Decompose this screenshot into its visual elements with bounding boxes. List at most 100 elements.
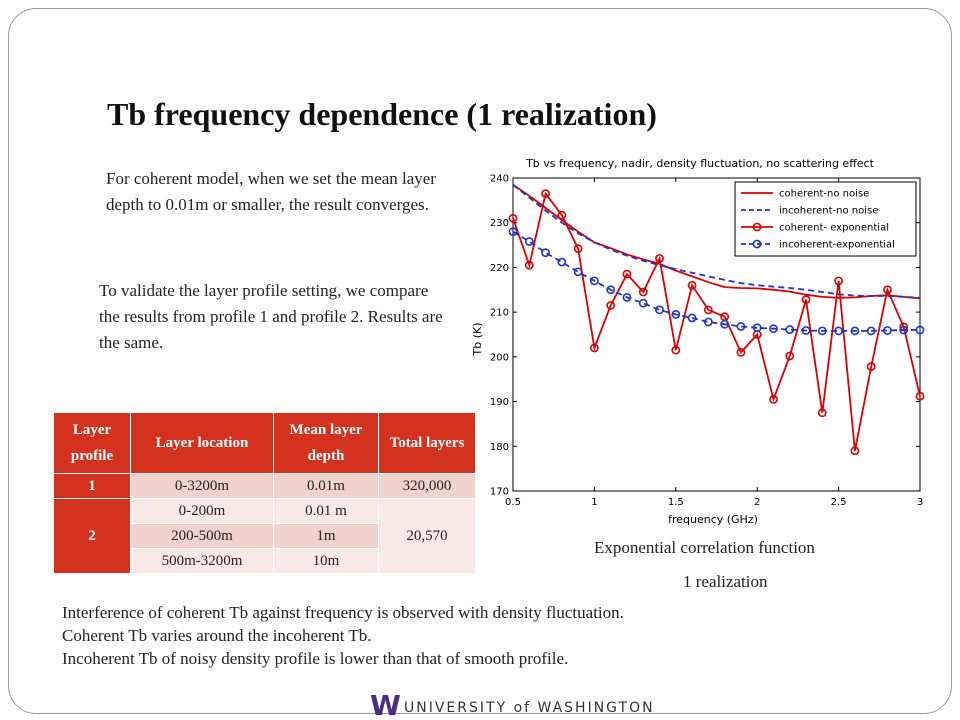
uw-wordmark: UNIVERSITY of WASHINGTON — [404, 700, 655, 716]
x-tick-label: 2 — [754, 497, 760, 508]
observations-block: Interference of coherent Tb against freq… — [62, 601, 624, 670]
paragraph-validation: To validate the layer profile setting, w… — [99, 281, 443, 352]
y-tick-label: 240 — [490, 174, 509, 185]
x-tick-label: 1 — [591, 497, 597, 508]
legend-label: coherent-no noise — [779, 189, 869, 200]
chart-caption-realization: 1 realization — [683, 572, 768, 591]
data-point — [606, 301, 616, 310]
location-cell: 0-200m — [130, 498, 274, 524]
slide-frame — [8, 8, 952, 714]
data-point — [769, 394, 778, 404]
data-point — [655, 254, 664, 263]
data-point — [687, 313, 697, 323]
series-line-2 — [512, 191, 921, 451]
layers-cell: 320,000 — [378, 473, 476, 499]
data-point — [671, 309, 681, 319]
y-axis-label: Tb (K) — [471, 323, 484, 357]
data-point — [736, 347, 746, 357]
y-tick-label: 200 — [490, 352, 509, 363]
data-point — [834, 326, 843, 336]
legend-label: incoherent-no noise — [779, 206, 878, 217]
data-point — [720, 319, 730, 329]
data-point — [622, 292, 632, 302]
data-point — [915, 325, 925, 335]
uw-w-mark-icon: W — [370, 693, 401, 717]
legend-marker — [752, 239, 762, 249]
data-point — [541, 248, 550, 258]
data-point — [752, 323, 762, 333]
y-tick-label: 180 — [490, 442, 509, 453]
table-row: 500m-3200m 10m — [54, 548, 476, 574]
data-point — [508, 213, 518, 223]
data-point — [508, 227, 518, 237]
depth-cell: 0.01 m — [273, 498, 379, 524]
tb-frequency-chart: Tb vs frequency, nadir, density fluctuat… — [471, 157, 925, 526]
y-tick-label: 220 — [490, 263, 509, 274]
y-tick-label: 170 — [490, 487, 509, 498]
slide-title: Tb frequency dependence (1 realization) — [107, 96, 657, 132]
table-row: 200-500m 1m — [54, 523, 476, 549]
data-point — [687, 280, 697, 290]
chart-title: Tb vs frequency, nadir, density fluctuat… — [525, 157, 875, 170]
data-point — [785, 351, 795, 361]
series-line-1 — [512, 183, 921, 299]
data-point — [703, 317, 713, 327]
y-tick-label: 230 — [490, 218, 509, 229]
data-point — [915, 391, 925, 401]
data-point — [785, 325, 795, 334]
depth-cell: 0.01m — [273, 473, 379, 499]
table-row: 1 0-3200m 0.01m 320,000 — [53, 473, 476, 499]
profile-cell: 2 — [53, 498, 131, 574]
x-tick-label: 3 — [917, 497, 923, 508]
data-point — [606, 285, 616, 295]
y-tick-label: 210 — [490, 308, 509, 319]
data-point — [655, 305, 664, 315]
series-line-0 — [512, 183, 921, 300]
legend-label: incoherent-exponential — [779, 240, 895, 251]
location-cell: 200-500m — [130, 523, 274, 549]
header-layer-location: Layer location — [130, 412, 274, 474]
layer-profile-table: Layer profile Layer location Mean layer … — [53, 412, 476, 574]
data-point — [622, 269, 632, 279]
observation-line: Incoherent Tb of noisy density profile i… — [62, 649, 569, 668]
legend-marker — [752, 222, 762, 232]
table-row: 2 0-200m 0.01 m 20,570 — [53, 498, 476, 574]
data-point — [736, 322, 746, 331]
data-point — [899, 325, 909, 335]
data-point — [671, 345, 681, 355]
y-tick-label: 190 — [490, 397, 509, 408]
data-point — [883, 326, 892, 335]
data-point — [703, 305, 713, 315]
data-point — [524, 237, 534, 246]
location-cell: 500m-3200m — [130, 548, 274, 574]
data-point — [589, 343, 599, 353]
data-point — [638, 298, 648, 308]
data-point — [866, 326, 876, 336]
paragraph-convergence: For coherent model, when we set the mean… — [106, 169, 436, 214]
data-point — [866, 362, 876, 372]
data-point — [834, 276, 843, 286]
table-header-row: Layer profile Layer location Mean layer … — [53, 412, 476, 474]
data-point — [817, 326, 827, 336]
x-tick-label: 1.5 — [668, 497, 684, 508]
data-point — [557, 210, 567, 220]
data-point — [638, 287, 648, 297]
x-axis-label: frequency (GHz) — [668, 513, 758, 526]
location-cell: 0-3200m — [130, 473, 274, 499]
series-line-3 — [512, 230, 920, 332]
observation-line: Coherent Tb varies around the incoherent… — [62, 626, 372, 645]
data-point — [573, 267, 583, 277]
data-point — [850, 326, 860, 336]
observation-line: Interference of coherent Tb against freq… — [62, 603, 624, 622]
data-point — [589, 276, 599, 286]
data-point — [524, 260, 534, 270]
data-point — [801, 295, 811, 305]
depth-cell: 1m — [273, 523, 379, 549]
depth-cell: 10m — [273, 548, 379, 574]
data-point — [883, 285, 892, 295]
profile-cell: 1 — [53, 473, 131, 499]
data-point — [801, 326, 811, 335]
data-point — [769, 324, 778, 334]
university-logo: W UNIVERSITY of WASHINGTON — [370, 693, 655, 717]
data-point — [557, 257, 567, 267]
